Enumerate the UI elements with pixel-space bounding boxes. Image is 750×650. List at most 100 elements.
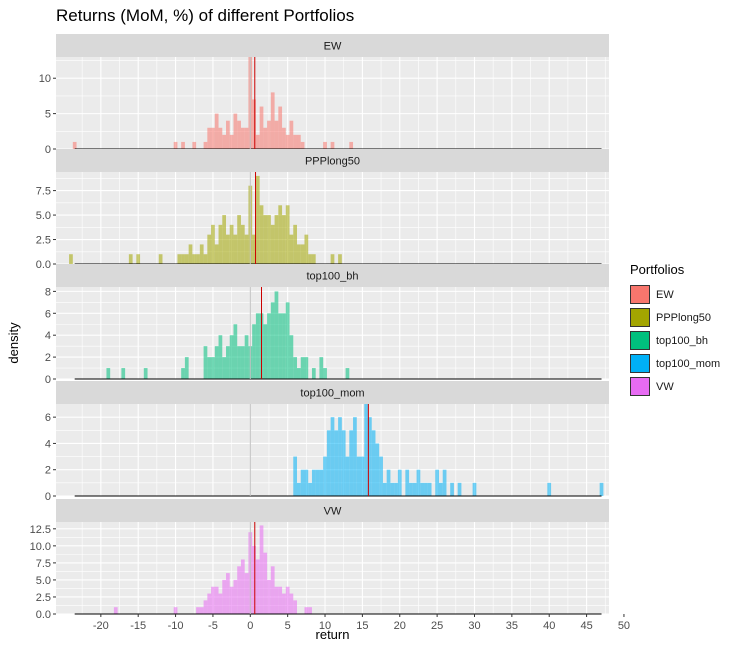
- histogram-bar: [315, 469, 320, 496]
- histogram-bar: [278, 313, 283, 379]
- facet-strip-label: top100_bh: [307, 271, 359, 283]
- legend-item: top100_bh: [630, 329, 720, 352]
- histogram-bar: [345, 456, 350, 496]
- y-tick-label: 2.5: [36, 235, 51, 247]
- histogram-bar: [229, 335, 234, 379]
- y-tick-label: 7.5: [36, 558, 51, 570]
- histogram-bar: [274, 215, 279, 264]
- histogram-bar: [240, 346, 245, 379]
- histogram-bar: [300, 469, 305, 496]
- histogram-bar: [386, 469, 391, 496]
- histogram-bar: [427, 482, 432, 496]
- histogram-bar: [360, 456, 365, 496]
- histogram-bar: [158, 254, 163, 264]
- histogram-bar: [173, 141, 178, 149]
- histogram-bar: [300, 244, 305, 264]
- histogram-bar: [270, 224, 275, 264]
- histogram-bar: [319, 469, 324, 496]
- y-tick-label: 0: [45, 144, 51, 156]
- histogram-bar: [278, 106, 283, 149]
- y-tick-label: 0.0: [36, 609, 51, 621]
- histogram-bar: [274, 291, 279, 379]
- histogram-bar: [304, 607, 309, 614]
- histogram-bar: [297, 244, 301, 264]
- histogram-bar: [244, 127, 249, 149]
- histogram-bar: [207, 234, 212, 264]
- histogram-bar: [293, 600, 298, 614]
- histogram-bar: [304, 357, 309, 379]
- panel-background-top100-bh: [56, 287, 609, 379]
- histogram-bar: [229, 224, 234, 264]
- histogram-bar: [270, 92, 275, 149]
- histogram-bar: [416, 469, 421, 496]
- histogram-bar: [270, 302, 275, 379]
- legend-item: PPPlong50: [630, 306, 720, 329]
- y-tick-label: 10.0: [30, 541, 51, 553]
- histogram-bar: [438, 482, 443, 496]
- histogram-bar: [259, 106, 264, 149]
- legend-label: top100_bh: [656, 334, 708, 347]
- histogram-bar: [304, 469, 309, 496]
- histogram-bar: [240, 559, 245, 614]
- histogram-bar: [211, 586, 215, 614]
- histogram-bar: [252, 545, 256, 614]
- histogram-bar: [323, 141, 327, 149]
- histogram-bar: [240, 224, 245, 264]
- legend-key-ew: [630, 285, 650, 304]
- histogram-bar: [196, 607, 200, 614]
- histogram-bar: [371, 430, 376, 496]
- histogram-bar: [255, 134, 260, 149]
- histogram-bar: [289, 234, 294, 264]
- histogram-bar: [184, 254, 189, 264]
- histogram-bar: [240, 127, 245, 149]
- y-tick-label: 12.5: [30, 524, 51, 536]
- histogram-bar: [252, 234, 256, 264]
- histogram-bar: [211, 127, 215, 149]
- histogram-bar: [226, 234, 230, 264]
- x-tick-label: 30: [468, 620, 480, 632]
- legend-key-top100-bh: [630, 331, 650, 350]
- histogram-bar: [424, 482, 428, 496]
- histogram-bar: [237, 120, 241, 149]
- histogram-bar: [472, 482, 477, 496]
- legend-item: EW: [630, 283, 720, 306]
- histogram-bar: [345, 368, 350, 379]
- x-tick-label: 5: [285, 620, 291, 632]
- histogram-bar: [289, 335, 294, 379]
- x-tick-label: -20: [93, 620, 109, 632]
- histogram-bar: [233, 234, 238, 264]
- x-axis-title: return: [316, 627, 350, 642]
- histogram-bar: [207, 593, 212, 614]
- histogram-bar: [289, 593, 294, 614]
- y-tick-label: 4: [45, 438, 51, 450]
- histogram-bar: [184, 357, 189, 379]
- histogram-bar: [297, 482, 301, 496]
- histogram-bar: [364, 404, 368, 496]
- histogram-bar: [293, 456, 298, 496]
- histogram-bar: [297, 368, 301, 379]
- facet-strip-ppplong50: [56, 149, 609, 172]
- histogram-bar: [252, 99, 256, 149]
- histogram-bar: [207, 357, 212, 379]
- histogram-bar: [181, 254, 185, 264]
- legend-label: top100_mom: [656, 357, 721, 370]
- histogram-bar: [207, 127, 212, 149]
- histogram-bar: [274, 120, 279, 149]
- histogram-bar: [349, 141, 354, 149]
- histogram-bar: [319, 357, 324, 379]
- legend-item: VW: [630, 375, 720, 398]
- histogram-bar: [293, 134, 298, 149]
- histogram-bar: [341, 430, 346, 496]
- histogram-bar: [599, 482, 604, 496]
- legend-label: VW: [656, 380, 674, 393]
- x-tick-label: -5: [208, 620, 218, 632]
- histogram-bar: [356, 456, 361, 496]
- histogram-bar: [326, 430, 331, 496]
- histogram-bar: [285, 134, 290, 149]
- histogram-bar: [177, 254, 182, 264]
- histogram-bar: [338, 417, 342, 496]
- y-tick-label: 0: [45, 374, 51, 386]
- histogram-bar: [199, 244, 204, 264]
- histogram-bar: [69, 254, 73, 264]
- histogram-bar: [222, 215, 227, 264]
